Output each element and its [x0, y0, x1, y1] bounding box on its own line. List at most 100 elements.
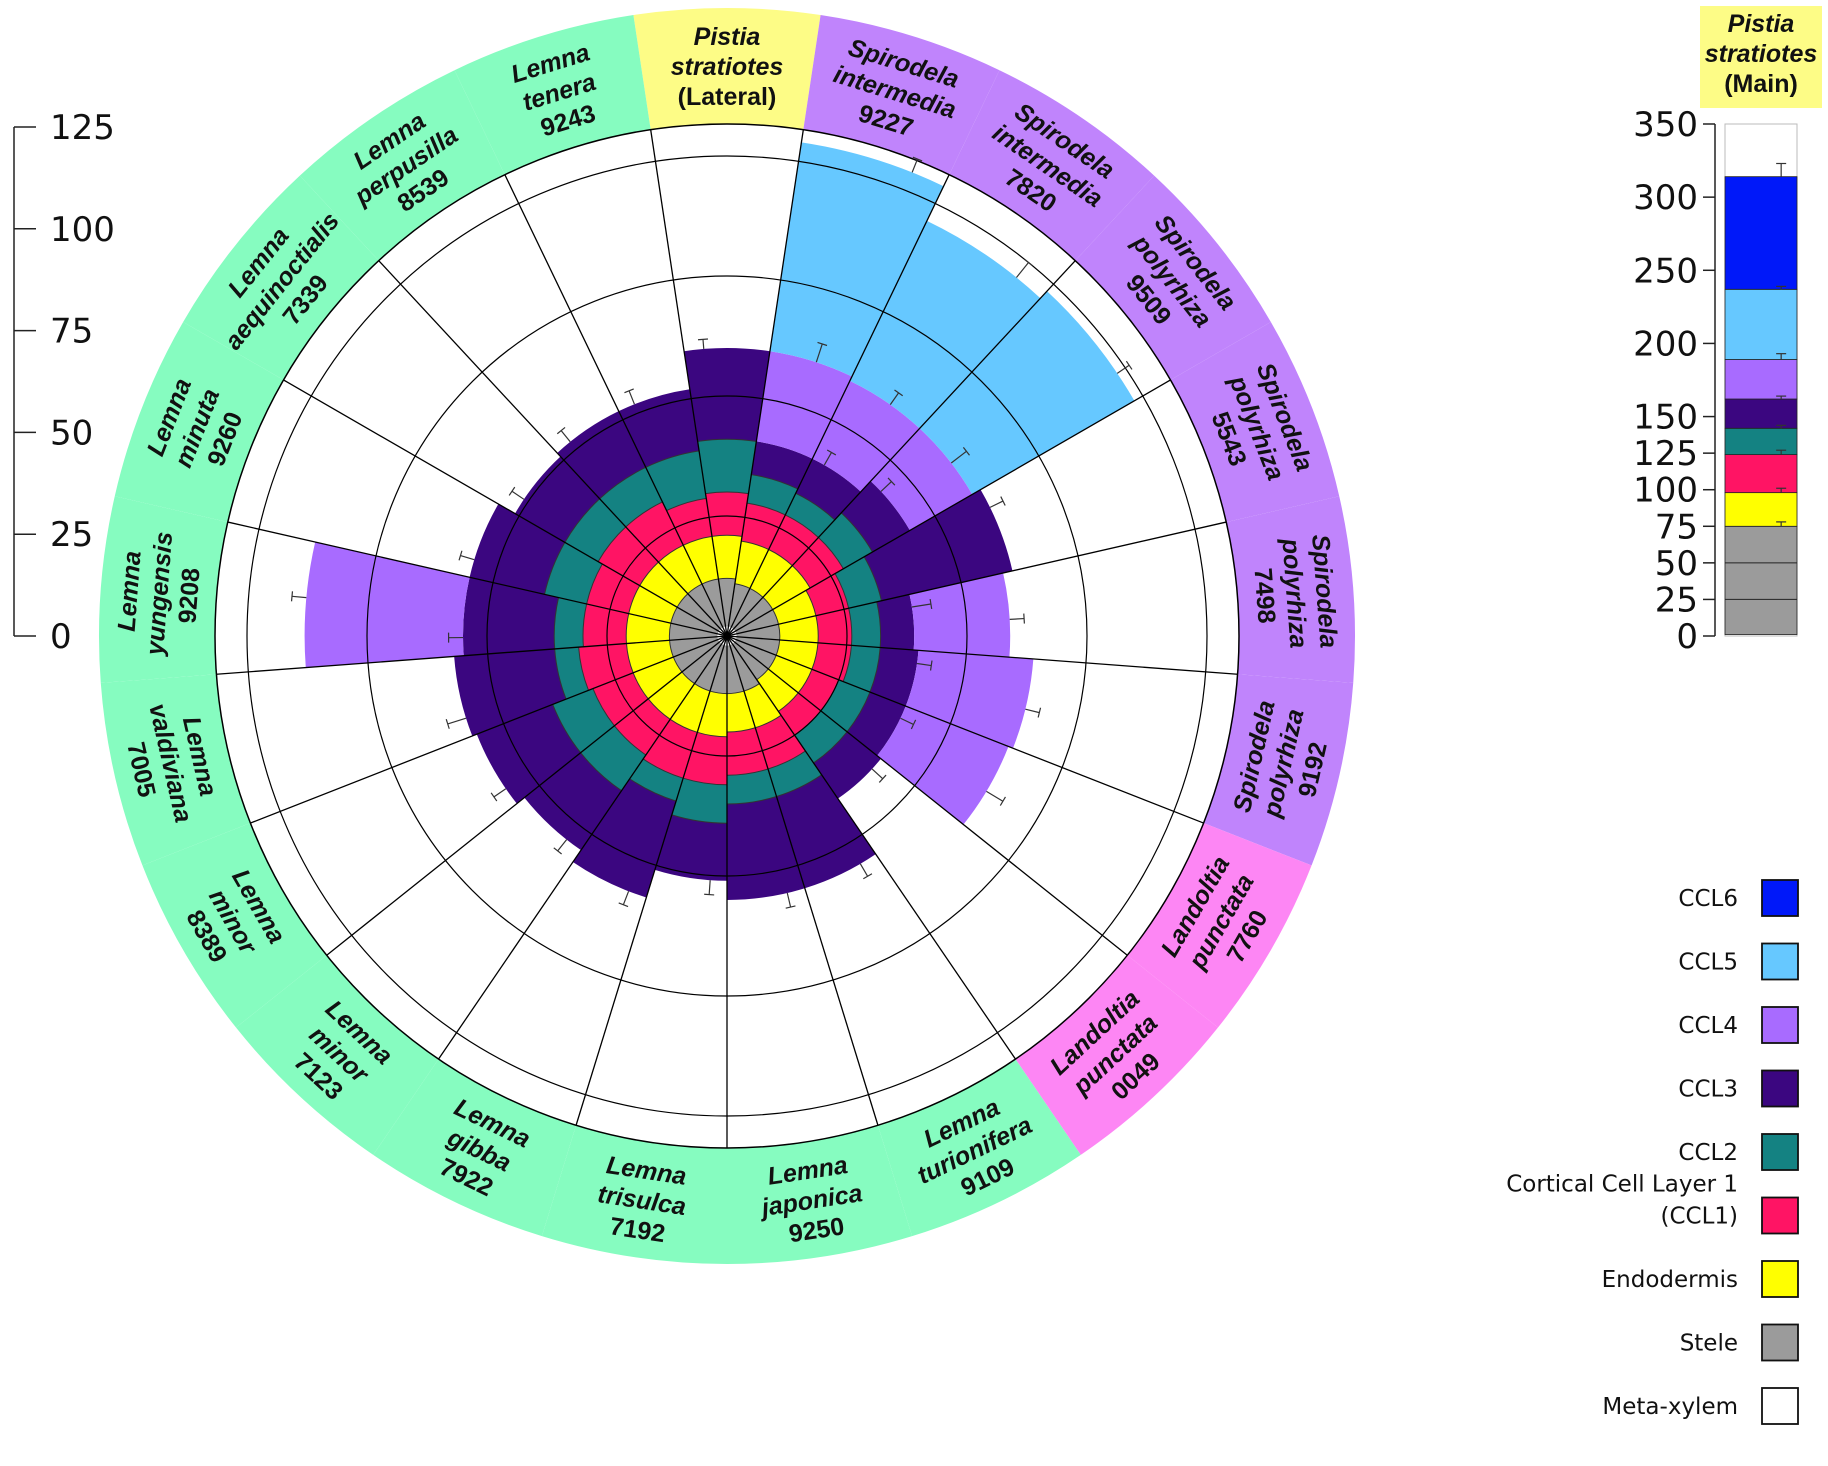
species-ring-segment [454, 15, 651, 175]
main-y-tick-label: 200 [1633, 324, 1698, 364]
main-y-tick-label: 300 [1633, 178, 1698, 218]
species-ring-segment [727, 1125, 913, 1264]
layer-boundary [842, 645, 852, 682]
main-bar-segment [1724, 492, 1798, 527]
error-bar-cap [999, 796, 1006, 806]
layer-boundary [552, 704, 582, 754]
error-bar-cap [894, 389, 904, 397]
legend-label: Meta-xylem [1602, 1394, 1738, 1420]
bar-segment-layer-1 [677, 593, 721, 632]
bar-segment-layer-3 [741, 503, 786, 550]
error-bar [880, 481, 892, 492]
error-bar-cap [887, 477, 896, 486]
error-bar-cap [1023, 613, 1025, 624]
error-bar [511, 490, 525, 500]
legend-swatch [1761, 1069, 1799, 1108]
error-bar-cap [1024, 258, 1033, 267]
radial-spoke [650, 129, 728, 637]
legend-swatch [1761, 1323, 1799, 1362]
layer-boundary [795, 492, 836, 521]
bar-segment-layer-1 [694, 643, 725, 692]
error-bar-cap [508, 486, 516, 496]
error-bar-cap [817, 341, 828, 347]
bar-segment-layer-1 [735, 609, 779, 634]
error-bar-cap [624, 388, 634, 394]
layer-boundary [592, 688, 615, 727]
error-bar-cap [458, 550, 463, 561]
bar-segment-layer-2 [743, 683, 782, 728]
bar-segment-layer-2 [697, 691, 727, 737]
legend-label-line: (CCL1) [1660, 1204, 1738, 1230]
bar-segment-layer-1 [670, 607, 719, 634]
bar-segment-layer-2 [683, 536, 719, 585]
error-bar [622, 891, 630, 905]
scale-tick-label: 100 [50, 210, 115, 250]
species-ring-segment [299, 70, 505, 261]
main-y-tick-label: 0 [1676, 617, 1698, 657]
error-bar [911, 158, 919, 173]
layer-boundary [818, 537, 844, 570]
main-title-line: Pistia [1728, 10, 1795, 38]
bar-segment-layer-5 [876, 594, 915, 650]
error-bar-cap [490, 792, 498, 802]
radial-spoke [726, 174, 950, 637]
bar-segment-layer-6 [812, 380, 920, 492]
main-bar-segment [1724, 288, 1798, 360]
radial-spoke [726, 635, 1238, 675]
scale-tick-label: 75 [50, 312, 93, 352]
layer-boundary [614, 725, 647, 756]
error-bar [1116, 364, 1130, 374]
legend-label-line: Cortical Cell Layer 1 [1506, 1172, 1738, 1198]
bar-segment-layer-5 [864, 489, 1013, 601]
error-bar [989, 500, 1004, 508]
layer-boundary [785, 514, 819, 538]
bar-segment-layer-6 [909, 572, 1011, 658]
layer-boundary [682, 777, 728, 786]
main-y-tick-label: 350 [1633, 105, 1698, 145]
error-bar [889, 392, 900, 405]
scale-tick-label: 25 [50, 515, 93, 555]
error-bar [1009, 617, 1025, 621]
layer-boundary [767, 750, 806, 770]
radial-spoke [283, 379, 728, 637]
species-ring-segment [1226, 496, 1355, 683]
error-bar [702, 339, 705, 349]
bar-segment-layer-3 [705, 492, 749, 537]
main-title-background [1700, 6, 1822, 108]
radial-scale-axis: 0 25 50 75 100 125 [13, 108, 115, 657]
error-bar [815, 343, 823, 363]
bar-segment-layer-3 [614, 698, 671, 755]
main-y-tick-label: 100 [1633, 471, 1698, 511]
bar-segment-layer-3 [805, 573, 849, 616]
error-bar [560, 430, 571, 443]
layer-boundary [840, 512, 873, 553]
radial-spoke [726, 635, 1204, 824]
bar-segment-layer-5 [618, 389, 700, 468]
legend-swatch [1761, 942, 1799, 981]
bar-segment-layer-1 [727, 645, 744, 694]
error-bar-cap [553, 847, 562, 855]
bar-segment-layer-3 [598, 526, 659, 586]
bar-segment-layer-1 [681, 641, 722, 684]
layer-boundary [746, 502, 786, 516]
bar-segment-layer-2 [768, 655, 812, 693]
species-label-line: (Lateral) [678, 83, 777, 111]
bar-segment-layer-5 [727, 796, 805, 900]
bar-segment-layer-2 [727, 691, 756, 732]
legend-swatch [1761, 1387, 1799, 1425]
bar-segment-layer-2 [772, 590, 816, 625]
species-label-line: 9208 [173, 567, 205, 625]
bar-segment-layer-6 [905, 650, 1034, 749]
main-y-tick-label: 125 [1633, 434, 1698, 474]
bar-segment-layer-3 [578, 643, 634, 691]
bar-segment-layer-1 [729, 643, 760, 692]
error-bar [708, 880, 711, 895]
bar-segment-layer-4 [580, 725, 646, 791]
error-bar-cap [863, 873, 873, 880]
main-bar-segment [1724, 176, 1798, 290]
layer-boundary [586, 563, 603, 605]
species-ring-segment [1127, 823, 1312, 1028]
error-bar-cap [785, 905, 796, 909]
species-ring-segment [949, 70, 1155, 261]
main-y-tick-label: 25 [1655, 580, 1698, 620]
